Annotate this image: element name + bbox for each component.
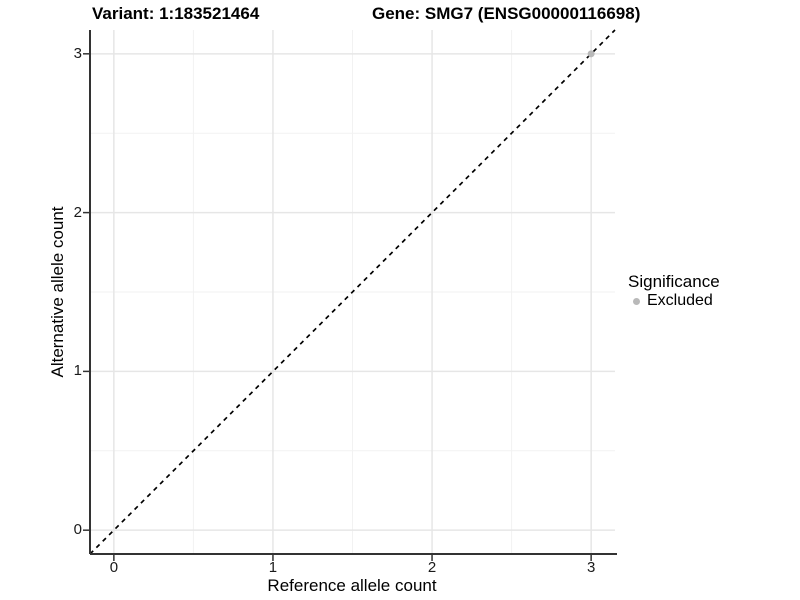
y-tick-label: 3 xyxy=(73,44,82,62)
x-axis-title: Reference allele count xyxy=(267,576,437,595)
plot-title-variant: Variant: 1:183521464 xyxy=(92,4,260,23)
y-tick-label: 0 xyxy=(73,521,82,539)
plot-panel-svg xyxy=(83,29,617,561)
y-tick-label: 2 xyxy=(73,203,82,221)
plot-title-gene: Gene: SMG7 (ENSG00000116698) xyxy=(372,4,641,23)
plot-panel xyxy=(83,29,617,561)
legend-title: Significance xyxy=(628,272,720,291)
legend-item: Excluded xyxy=(628,292,720,310)
x-tick-label: 1 xyxy=(268,559,278,576)
y-tick-label: 1 xyxy=(73,362,82,380)
legend-entry-label: Excluded xyxy=(647,292,713,309)
legend-key-dot-icon xyxy=(633,297,640,305)
identity-reference-line xyxy=(89,29,616,555)
y-axis-title: Alternative allele count xyxy=(48,206,67,378)
x-tick-label: 0 xyxy=(109,559,119,576)
legend-items: Excluded xyxy=(628,292,720,310)
x-tick-label: 2 xyxy=(427,559,437,576)
legend: Significance Excluded xyxy=(628,272,720,310)
x-tick-label: 3 xyxy=(586,559,596,576)
data-point xyxy=(587,50,595,58)
